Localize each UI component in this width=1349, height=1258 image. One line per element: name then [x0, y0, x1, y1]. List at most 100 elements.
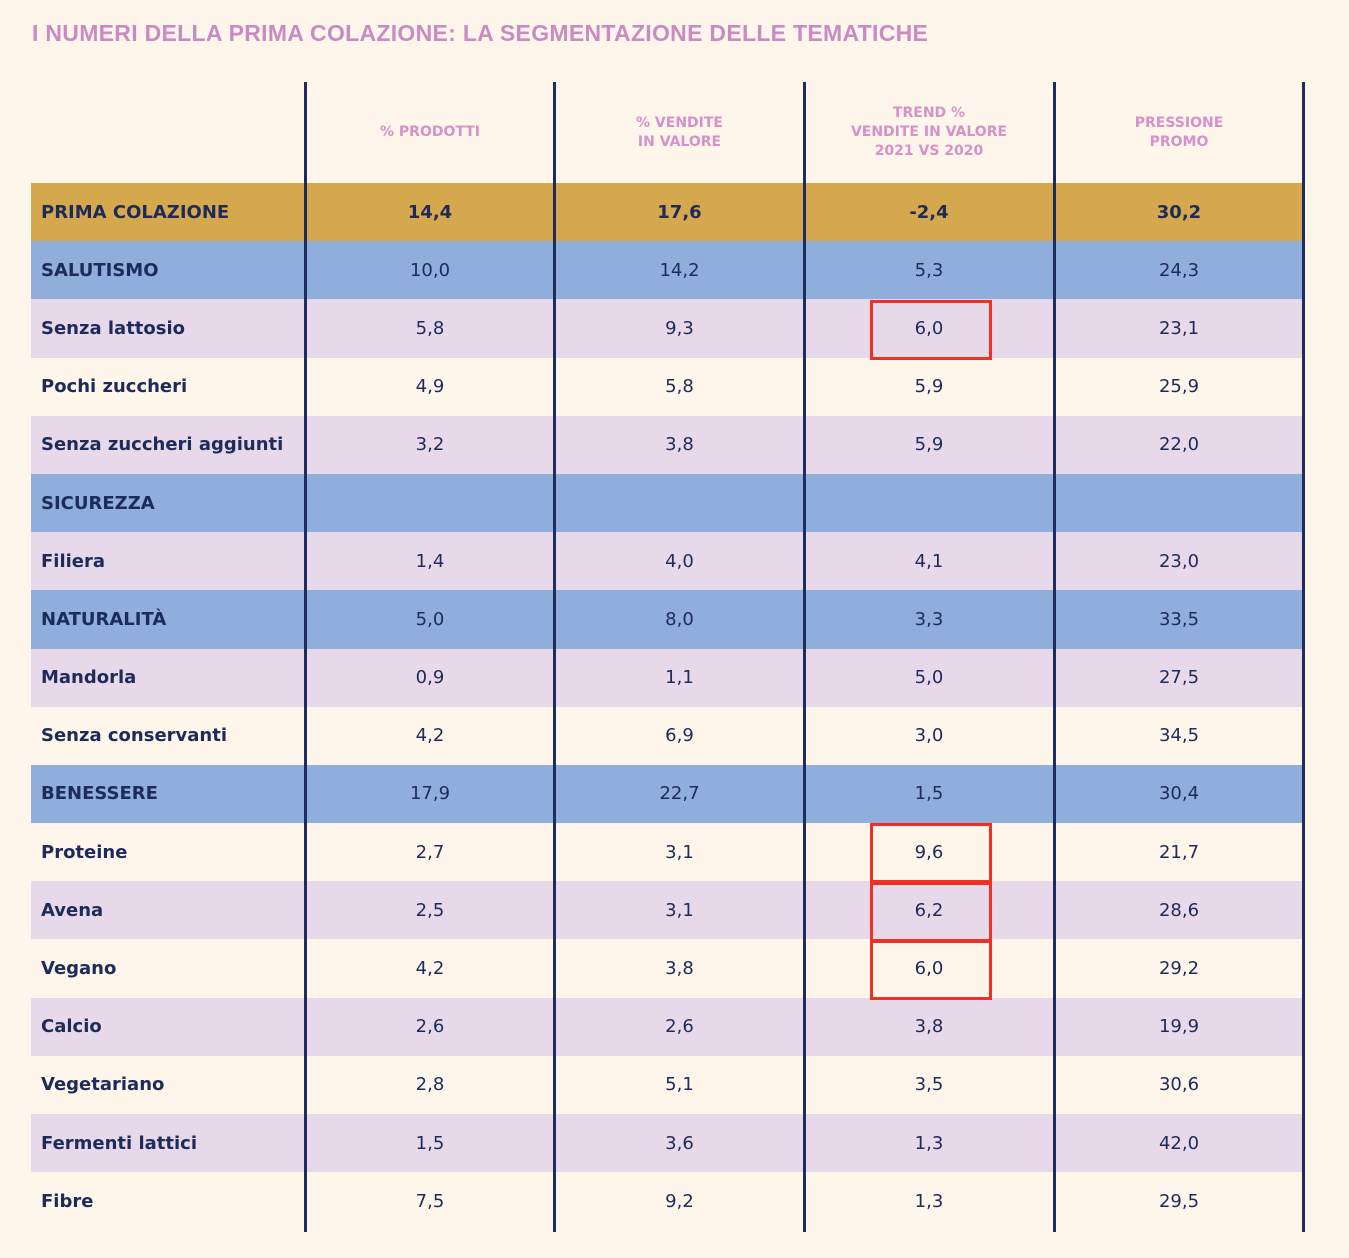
row-label: SICUREZZA: [41, 492, 155, 514]
row-label: Vegetariano: [41, 1074, 165, 1096]
table-cell: 34,5: [1158, 725, 1200, 747]
table-cell: 23,1: [1158, 317, 1200, 339]
table-cell: 30,6: [1158, 1074, 1200, 1096]
table-cell: 7,5: [415, 1190, 445, 1212]
table-row: Avena 2,5 3,1 6,2 28,6: [31, 881, 1304, 940]
table-cell: 3,1: [665, 841, 694, 863]
highlight-box: [870, 299, 992, 360]
row-label: SALUTISMO: [41, 259, 159, 281]
table-cell: 21,7: [1158, 841, 1200, 863]
table-cell: [305, 474, 555, 532]
row-label: BENESSERE: [41, 783, 158, 805]
table-cell: 3,8: [914, 1016, 944, 1038]
table-row: Senza conservanti 4,2 6,9 3,0 34,5: [31, 706, 1304, 765]
table-cell: 30,4: [1158, 783, 1200, 805]
table-cell: 2,7: [415, 841, 445, 863]
header-trend-sales: TREND % VENDITE IN VALORE 2021 VS 2020: [850, 105, 1008, 159]
table-cell: 5,8: [665, 376, 694, 398]
table-row: BENESSERE 17,9 22,7 1,5 30,4: [31, 764, 1304, 824]
table-cell: 28,6: [1158, 899, 1200, 921]
table-cell: 3,3: [914, 608, 944, 630]
page-title: I NUMERI DELLA PRIMA COLAZIONE: LA SEGME…: [32, 20, 929, 46]
row-label: Proteine: [41, 841, 128, 863]
row-label: Senza zuccheri aggiunti: [41, 434, 284, 456]
header-percent-products: % PRODOTTI: [380, 124, 480, 140]
table-row: Fibre 7,5 9,2 1,3 29,5: [31, 1172, 1304, 1231]
table-cell: 3,1: [665, 899, 694, 921]
table-cell: 9,3: [665, 317, 694, 339]
data-table: % PRODOTTI % VENDITE IN VALORE TREND % V…: [31, 82, 1304, 1231]
table-row: Vegano 4,2 3,8 6,0 29,2: [31, 939, 1304, 998]
table-cell: 2,6: [665, 1016, 694, 1038]
table-row: SALUTISMO 10,0 14,2 5,3 24,3: [31, 241, 1304, 300]
table-cell: 14,4: [407, 201, 453, 223]
table-cell: 3,8: [665, 958, 694, 980]
table-cell: 19,9: [1158, 1016, 1200, 1038]
table-cell: 1,3: [914, 1190, 944, 1212]
table-cell: 1,3: [914, 1132, 944, 1154]
table-cell: 30,2: [1156, 201, 1202, 223]
table-cell: 1,5: [914, 783, 944, 805]
highlight-box: [870, 881, 992, 942]
table-cell: 29,5: [1158, 1190, 1200, 1212]
row-label: Fibre: [41, 1190, 94, 1212]
table-cell: 5,3: [914, 259, 944, 281]
table-row: PRIMA COLAZIONE 14,4 17,6 -2,4 30,2: [31, 183, 1304, 242]
table-cell: [804, 474, 1054, 532]
table-row: Proteine 2,7 3,1 9,6 21,7: [31, 823, 1304, 882]
header-percent-sales-value: % VENDITE IN VALORE: [636, 114, 723, 150]
table-cell: 3,6: [665, 1132, 694, 1154]
table-row: Calcio 2,6 2,6 3,8 19,9: [31, 997, 1304, 1056]
table-cell: 2,8: [415, 1074, 445, 1096]
table-cell: 1,1: [665, 667, 694, 689]
column-divider: [1302, 82, 1305, 1232]
table-cell: 6,0: [914, 317, 944, 339]
table-cell: 5,0: [415, 608, 445, 630]
table-cell: 27,5: [1158, 667, 1200, 689]
table-cell: 22,0: [1158, 434, 1200, 456]
table-cell: 42,0: [1158, 1132, 1200, 1154]
table-row: Senza lattosio 5,8 9,3 6,0 23,1: [31, 299, 1304, 358]
table-cell: -2,4: [909, 201, 949, 223]
column-divider: [553, 82, 556, 1232]
table-row: Senza zuccheri aggiunti 3,2 3,8 5,9 22,0: [31, 415, 1304, 474]
table-cell: 2,5: [415, 899, 445, 921]
column-divider: [304, 82, 307, 1232]
row-label: Senza lattosio: [41, 317, 186, 339]
table-cell: 25,9: [1158, 376, 1200, 398]
row-label: Mandorla: [41, 667, 137, 689]
table-cell: 5,1: [665, 1074, 694, 1096]
highlight-box: [870, 939, 992, 1000]
table-cell: 9,2: [665, 1190, 694, 1212]
table-cell: 22,7: [659, 783, 700, 805]
table-cell: 1,5: [415, 1132, 445, 1154]
table-row: SICUREZZA: [31, 473, 1304, 533]
table-row: Pochi zuccheri 4,9 5,8 5,9 25,9: [31, 357, 1304, 416]
table-cell: 5,9: [914, 434, 944, 456]
table-cell: 24,3: [1158, 259, 1200, 281]
table-cell: 8,0: [665, 608, 694, 630]
table-row: Fermenti lattici 1,5 3,6 1,3 42,0: [31, 1114, 1304, 1173]
table-cell: 4,2: [415, 958, 445, 980]
table-cell: 3,8: [665, 434, 694, 456]
table-cell: 5,8: [415, 317, 445, 339]
table-row: NATURALITÀ 5,0 8,0 3,3 33,5: [31, 590, 1304, 649]
table-cell: [555, 474, 804, 532]
table-row: Vegetariano 2,8 5,1 3,5 30,6: [31, 1055, 1304, 1114]
column-divider: [803, 82, 806, 1232]
table-cell: 23,0: [1158, 550, 1200, 572]
table-cell: 4,1: [914, 550, 944, 572]
table-cell: 5,0: [914, 667, 944, 689]
table-cell: 0,9: [415, 667, 445, 689]
table-row: Filiera 1,4 4,0 4,1 23,0: [31, 532, 1304, 591]
row-label: Fermenti lattici: [41, 1132, 198, 1154]
table-cell: 14,2: [659, 259, 700, 281]
table-cell: 29,2: [1158, 958, 1200, 980]
table-cell: 5,9: [914, 376, 944, 398]
table-cell: 4,2: [415, 725, 445, 747]
table-cell: 6,0: [914, 958, 944, 980]
table-cell: 6,9: [665, 725, 694, 747]
row-label: Calcio: [41, 1016, 102, 1038]
row-label: Vegano: [41, 958, 117, 980]
table-cell: 3,5: [914, 1074, 944, 1096]
